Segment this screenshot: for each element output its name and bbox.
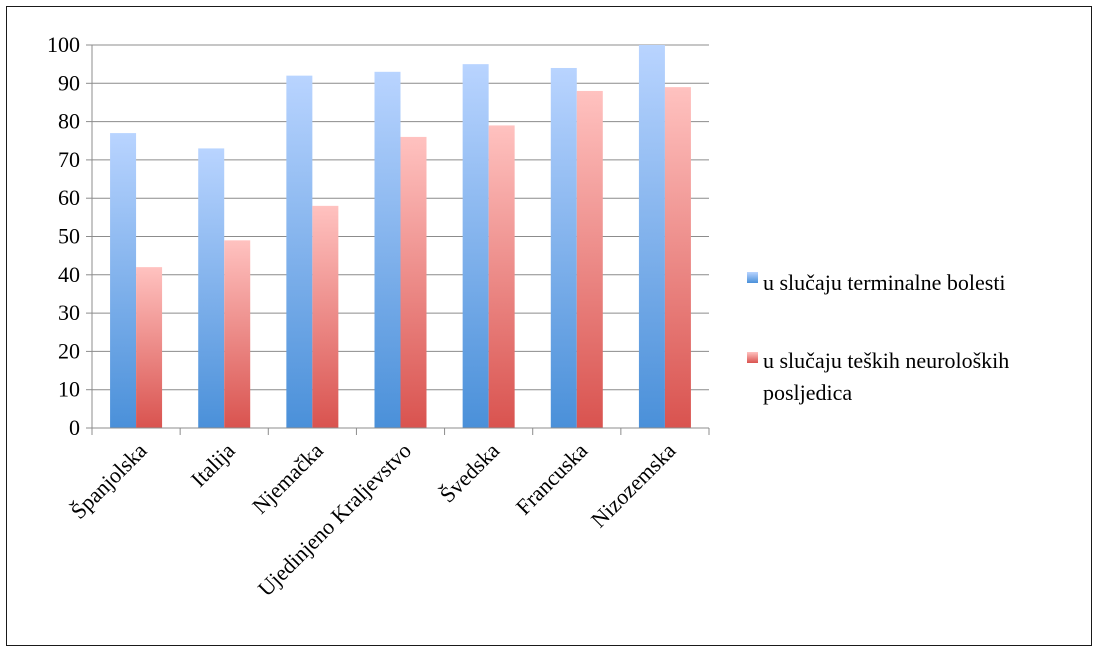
y-tick-label: 0 [69,415,80,440]
y-tick-label: 70 [58,147,80,172]
x-tick-label: Ujedinjeno Kraljevstvo [253,438,416,601]
x-tick-label: Francuska [511,438,593,520]
y-tick-label: 100 [47,32,80,57]
legend-label-terminal: u slučaju terminalne bolesti [763,270,1006,295]
bar-chart: 0 10 20 30 40 50 60 70 80 90 100 Španjolska Italija… [47,32,1015,601]
bar-terminal [638,45,665,428]
y-tick-label: 40 [58,262,80,287]
bar-terminal [550,67,577,429]
bar-neuro [312,205,339,428]
bar-neuro [224,240,251,428]
x-tick-label: Njemačka [247,438,328,519]
y-tick-label: 10 [58,377,80,402]
bar-neuro [136,267,163,428]
bar-neuro [400,136,427,429]
bar-terminal [198,148,225,428]
y-tick-label: 50 [58,224,80,249]
y-tick-label: 80 [58,109,80,134]
bars [110,45,691,429]
x-tick-label: Švedska [435,438,505,508]
y-tick-label: 60 [58,185,80,210]
bar-neuro [488,125,515,429]
legend-label-neuro-line-1: u slučaju teških neuroloških [763,348,1009,373]
legend-label-neuro-line-2: posljedica [763,380,852,405]
legend-swatch-neuro [747,352,758,363]
y-axis-ticks: 0 10 20 30 40 50 60 70 80 90 100 [47,32,80,440]
bar-terminal [374,71,401,428]
bar-terminal [110,133,137,428]
bar-neuro [664,87,691,428]
legend: u slučaju terminalne bolesti u slučaju t… [747,270,1015,405]
y-tick-label: 90 [58,70,80,95]
legend-label-neuro: u slučaju teških neuroloških posljedica [763,348,1015,405]
x-tick-label: Italija [186,438,240,492]
x-tick-label: Nizozemska [586,438,681,533]
axes [86,44,710,435]
bar-terminal [462,64,489,429]
y-tick-label: 30 [58,300,80,325]
chart-frame: 0 10 20 30 40 50 60 70 80 90 100 Španjolska Italija… [6,6,1092,646]
legend-label-terminal-line: u slučaju terminalne bolesti [763,270,1006,295]
legend-swatch-terminal [747,272,758,283]
bar-terminal [286,75,313,428]
bar-neuro [576,90,603,429]
x-tick-label: Španjolska [66,438,152,524]
y-tick-label: 20 [58,338,80,363]
